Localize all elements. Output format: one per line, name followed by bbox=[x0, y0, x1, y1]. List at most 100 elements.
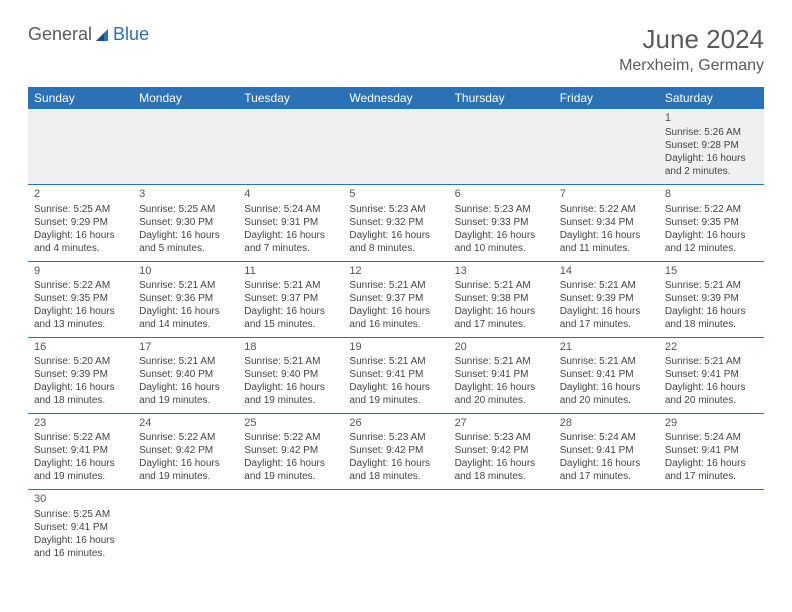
day-details: Sunrise: 5:22 AMSunset: 9:35 PMDaylight:… bbox=[34, 279, 127, 331]
weekday-header: Thursday bbox=[449, 87, 554, 109]
day-details: Sunrise: 5:23 AMSunset: 9:42 PMDaylight:… bbox=[349, 431, 442, 483]
day-details: Sunrise: 5:23 AMSunset: 9:32 PMDaylight:… bbox=[349, 203, 442, 255]
day-number: 3 bbox=[139, 187, 232, 201]
day-cell: 30 Sunrise: 5:25 AMSunset: 9:41 PMDayligh… bbox=[28, 490, 133, 566]
header: General Blue June 2024 Merxheim, Germany bbox=[28, 24, 764, 75]
calendar-row: 2 Sunrise: 5:25 AMSunset: 9:29 PMDaylight… bbox=[28, 185, 764, 261]
day-details: Sunrise: 5:25 AMSunset: 9:29 PMDaylight:… bbox=[34, 203, 127, 255]
day-details: Sunrise: 5:21 AMSunset: 9:37 PMDaylight:… bbox=[349, 279, 442, 331]
calendar-table: Sunday Monday Tuesday Wednesday Thursday… bbox=[28, 87, 764, 566]
weekday-header: Monday bbox=[133, 87, 238, 109]
day-cell: 22Sunrise: 5:21 AMSunset: 9:41 PMDayligh… bbox=[659, 337, 764, 413]
day-cell: 12Sunrise: 5:21 AMSunset: 9:37 PMDayligh… bbox=[343, 261, 448, 337]
day-number: 5 bbox=[349, 187, 442, 201]
calendar-row: 9Sunrise: 5:22 AMSunset: 9:35 PMDaylight… bbox=[28, 261, 764, 337]
empty-cell bbox=[133, 109, 238, 185]
brand-logo: General Blue bbox=[28, 24, 149, 45]
day-cell: 20Sunrise: 5:21 AMSunset: 9:41 PMDayligh… bbox=[449, 337, 554, 413]
day-details: Sunrise: 5:22 AMSunset: 9:42 PMDaylight:… bbox=[244, 431, 337, 483]
day-number: 4 bbox=[244, 187, 337, 201]
empty-cell bbox=[343, 490, 448, 566]
day-cell: 26Sunrise: 5:23 AMSunset: 9:42 PMDayligh… bbox=[343, 414, 448, 490]
day-details: Sunrise: 5:25 AMSunset: 9:41 PMDaylight:… bbox=[34, 508, 127, 560]
day-number: 16 bbox=[34, 340, 127, 354]
calendar-row: 1Sunrise: 5:26 AMSunset: 9:28 PMDaylight… bbox=[28, 109, 764, 185]
day-number: 7 bbox=[560, 187, 653, 201]
day-number: 26 bbox=[349, 416, 442, 430]
empty-cell bbox=[449, 490, 554, 566]
day-number: 14 bbox=[560, 264, 653, 278]
day-cell: 17Sunrise: 5:21 AMSunset: 9:40 PMDayligh… bbox=[133, 337, 238, 413]
day-details: Sunrise: 5:25 AMSunset: 9:30 PMDaylight:… bbox=[139, 203, 232, 255]
day-cell: 16Sunrise: 5:20 AMSunset: 9:39 PMDayligh… bbox=[28, 337, 133, 413]
day-cell: 3 Sunrise: 5:25 AMSunset: 9:30 PMDaylight… bbox=[133, 185, 238, 261]
day-details: Sunrise: 5:24 AMSunset: 9:41 PMDaylight:… bbox=[560, 431, 653, 483]
day-cell: 29Sunrise: 5:24 AMSunset: 9:41 PMDayligh… bbox=[659, 414, 764, 490]
day-number: 24 bbox=[139, 416, 232, 430]
day-details: Sunrise: 5:23 AMSunset: 9:42 PMDaylight:… bbox=[455, 431, 548, 483]
day-number: 6 bbox=[455, 187, 548, 201]
day-details: Sunrise: 5:21 AMSunset: 9:41 PMDaylight:… bbox=[560, 355, 653, 407]
day-details: Sunrise: 5:21 AMSunset: 9:41 PMDaylight:… bbox=[455, 355, 548, 407]
day-number: 30 bbox=[34, 492, 127, 506]
day-details: Sunrise: 5:21 AMSunset: 9:40 PMDaylight:… bbox=[139, 355, 232, 407]
day-cell: 8 Sunrise: 5:22 AMSunset: 9:35 PMDaylight… bbox=[659, 185, 764, 261]
day-number: 2 bbox=[34, 187, 127, 201]
weekday-header-row: Sunday Monday Tuesday Wednesday Thursday… bbox=[28, 87, 764, 109]
location: Merxheim, Germany bbox=[619, 57, 764, 75]
day-number: 21 bbox=[560, 340, 653, 354]
day-cell: 5 Sunrise: 5:23 AMSunset: 9:32 PMDaylight… bbox=[343, 185, 448, 261]
empty-cell bbox=[133, 490, 238, 566]
weekday-header: Saturday bbox=[659, 87, 764, 109]
day-number: 29 bbox=[665, 416, 758, 430]
weekday-header: Sunday bbox=[28, 87, 133, 109]
empty-cell bbox=[238, 490, 343, 566]
month-title: June 2024 bbox=[619, 24, 764, 55]
day-number: 17 bbox=[139, 340, 232, 354]
day-details: Sunrise: 5:20 AMSunset: 9:39 PMDaylight:… bbox=[34, 355, 127, 407]
day-details: Sunrise: 5:21 AMSunset: 9:41 PMDaylight:… bbox=[349, 355, 442, 407]
day-cell: 27Sunrise: 5:23 AMSunset: 9:42 PMDayligh… bbox=[449, 414, 554, 490]
day-number: 22 bbox=[665, 340, 758, 354]
day-details: Sunrise: 5:26 AMSunset: 9:28 PMDaylight:… bbox=[665, 126, 758, 178]
day-details: Sunrise: 5:21 AMSunset: 9:36 PMDaylight:… bbox=[139, 279, 232, 331]
weekday-header: Tuesday bbox=[238, 87, 343, 109]
weekday-header: Friday bbox=[554, 87, 659, 109]
calendar-row: 30 Sunrise: 5:25 AMSunset: 9:41 PMDayligh… bbox=[28, 490, 764, 566]
day-number: 28 bbox=[560, 416, 653, 430]
day-details: Sunrise: 5:22 AMSunset: 9:35 PMDaylight:… bbox=[665, 203, 758, 255]
day-cell: 19Sunrise: 5:21 AMSunset: 9:41 PMDayligh… bbox=[343, 337, 448, 413]
day-details: Sunrise: 5:21 AMSunset: 9:39 PMDaylight:… bbox=[665, 279, 758, 331]
calendar-row: 23Sunrise: 5:22 AMSunset: 9:41 PMDayligh… bbox=[28, 414, 764, 490]
empty-cell bbox=[659, 490, 764, 566]
day-cell: 4 Sunrise: 5:24 AMSunset: 9:31 PMDaylight… bbox=[238, 185, 343, 261]
calendar-body: 1Sunrise: 5:26 AMSunset: 9:28 PMDaylight… bbox=[28, 109, 764, 566]
day-details: Sunrise: 5:21 AMSunset: 9:37 PMDaylight:… bbox=[244, 279, 337, 331]
brand-part2: Blue bbox=[113, 24, 149, 45]
day-details: Sunrise: 5:21 AMSunset: 9:39 PMDaylight:… bbox=[560, 279, 653, 331]
day-cell: 1Sunrise: 5:26 AMSunset: 9:28 PMDaylight… bbox=[659, 109, 764, 185]
day-details: Sunrise: 5:22 AMSunset: 9:34 PMDaylight:… bbox=[560, 203, 653, 255]
day-number: 27 bbox=[455, 416, 548, 430]
empty-cell bbox=[238, 109, 343, 185]
sail-icon bbox=[94, 27, 112, 43]
day-number: 12 bbox=[349, 264, 442, 278]
day-cell: 18Sunrise: 5:21 AMSunset: 9:40 PMDayligh… bbox=[238, 337, 343, 413]
calendar-row: 16Sunrise: 5:20 AMSunset: 9:39 PMDayligh… bbox=[28, 337, 764, 413]
day-details: Sunrise: 5:23 AMSunset: 9:33 PMDaylight:… bbox=[455, 203, 548, 255]
empty-cell bbox=[449, 109, 554, 185]
day-cell: 11Sunrise: 5:21 AMSunset: 9:37 PMDayligh… bbox=[238, 261, 343, 337]
day-details: Sunrise: 5:24 AMSunset: 9:31 PMDaylight:… bbox=[244, 203, 337, 255]
day-cell: 23Sunrise: 5:22 AMSunset: 9:41 PMDayligh… bbox=[28, 414, 133, 490]
empty-cell bbox=[28, 109, 133, 185]
day-details: Sunrise: 5:21 AMSunset: 9:41 PMDaylight:… bbox=[665, 355, 758, 407]
day-details: Sunrise: 5:22 AMSunset: 9:41 PMDaylight:… bbox=[34, 431, 127, 483]
day-cell: 28Sunrise: 5:24 AMSunset: 9:41 PMDayligh… bbox=[554, 414, 659, 490]
brand-part1: General bbox=[28, 24, 92, 45]
day-number: 25 bbox=[244, 416, 337, 430]
weekday-header: Wednesday bbox=[343, 87, 448, 109]
day-number: 23 bbox=[34, 416, 127, 430]
day-number: 15 bbox=[665, 264, 758, 278]
day-number: 8 bbox=[665, 187, 758, 201]
day-cell: 13Sunrise: 5:21 AMSunset: 9:38 PMDayligh… bbox=[449, 261, 554, 337]
